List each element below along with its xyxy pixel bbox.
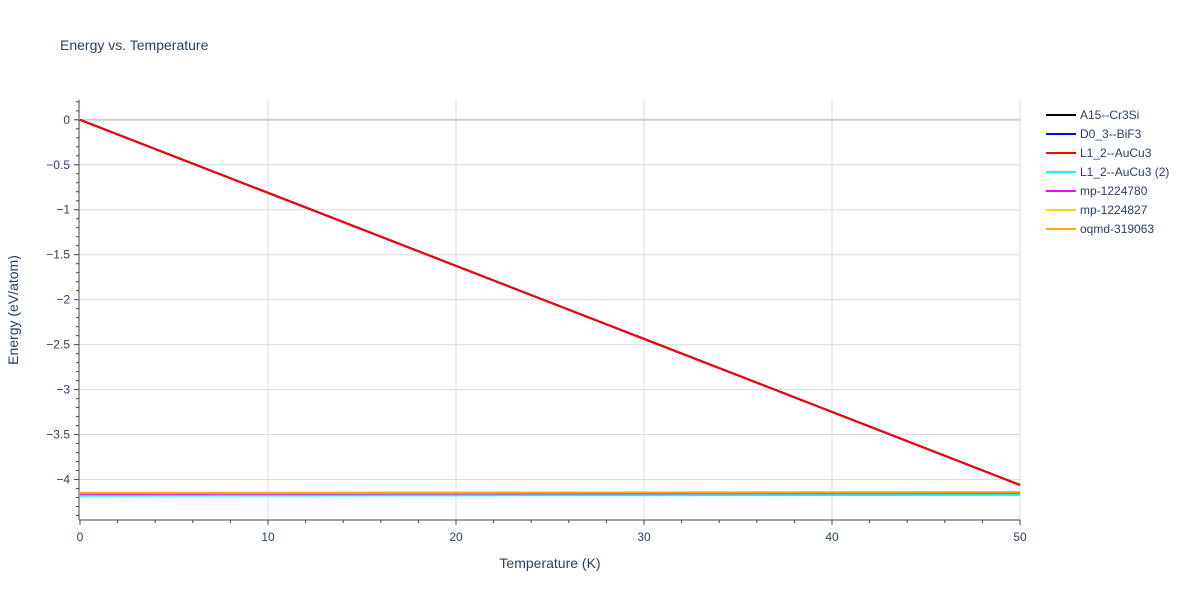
x-tick-label: 30 xyxy=(637,530,651,544)
y-tick-label: −3.5 xyxy=(46,428,70,442)
y-tick-label: −2 xyxy=(56,293,70,307)
y-tick-label: −2.5 xyxy=(46,338,70,352)
x-tick-label: 40 xyxy=(825,530,839,544)
plot-area xyxy=(79,118,1021,497)
legend-item-a15-cr3si[interactable]: A15--Cr3Si xyxy=(1046,108,1139,122)
legend-item-mp-1224827[interactable]: mp-1224827 xyxy=(1046,203,1148,217)
y-axis-title: Energy (eV/atom) xyxy=(5,255,21,365)
legend-label: mp-1224827 xyxy=(1080,203,1148,217)
legend-item-oqmd-319063[interactable]: oqmd-319063 xyxy=(1046,222,1154,236)
y-tick-label: −3 xyxy=(56,383,70,397)
legend[interactable]: A15--Cr3Si D0_3--BiF3 L1_2--AuCu3 L1_2--AuC… xyxy=(1046,108,1169,236)
series-line-oqmd-319063[interactable] xyxy=(79,491,1021,495)
legend-label: A15--Cr3Si xyxy=(1080,108,1139,122)
y-tick-label: −1.5 xyxy=(46,248,70,262)
chart-title: Energy vs. Temperature xyxy=(60,37,209,53)
series-line-l1-2-aucu3[interactable] xyxy=(79,118,1021,486)
legend-label: D0_3--BiF3 xyxy=(1080,127,1142,141)
legend-item-mp-1224780[interactable]: mp-1224780 xyxy=(1046,184,1148,198)
legend-item-l1-2-aucu3[interactable]: L1_2--AuCu3 xyxy=(1046,146,1152,160)
x-tick-label: 10 xyxy=(261,530,275,544)
x-tick-label: 0 xyxy=(77,530,84,544)
y-tick-label: −0.5 xyxy=(46,158,70,172)
legend-label: oqmd-319063 xyxy=(1080,222,1154,236)
axes: 0 10 20 30 40 50 0 −0.5 −1 −1.5 −2 −2.5 −3 −3.5 −4 xyxy=(46,100,1027,544)
y-tick-label: 0 xyxy=(63,113,70,127)
legend-label: mp-1224780 xyxy=(1080,184,1148,198)
x-axis-title: Temperature (K) xyxy=(499,555,600,571)
y-tick-label: −4 xyxy=(56,473,70,487)
grid xyxy=(80,100,1021,520)
legend-label: L1_2--AuCu3 (2) xyxy=(1080,165,1169,179)
x-tick-label: 20 xyxy=(449,530,463,544)
legend-item-d0-3-bif3[interactable]: D0_3--BiF3 xyxy=(1046,127,1142,141)
y-tick-label: −1 xyxy=(56,203,70,217)
legend-label: L1_2--AuCu3 xyxy=(1080,146,1152,160)
series-line-l1-2-aucu3-2-[interactable] xyxy=(79,493,1021,497)
legend-item-l1-2-aucu3-2-[interactable]: L1_2--AuCu3 (2) xyxy=(1046,165,1169,179)
x-tick-label: 50 xyxy=(1013,530,1027,544)
